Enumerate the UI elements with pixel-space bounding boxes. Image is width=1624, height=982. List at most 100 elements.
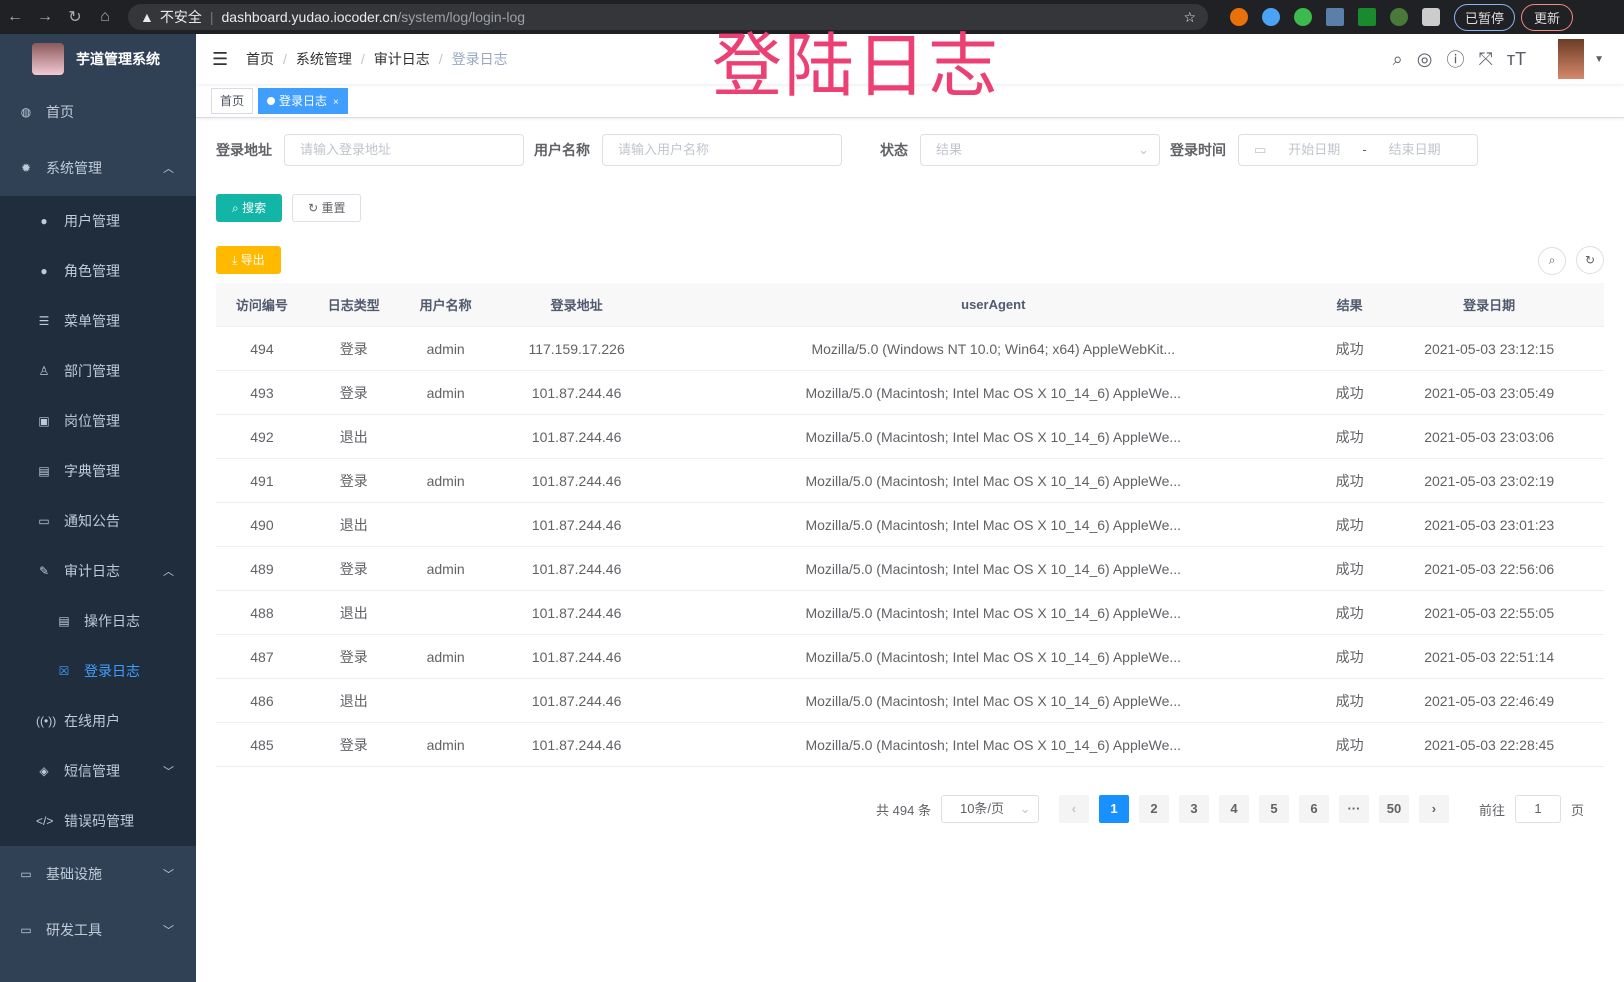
table-row[interactable]: 492 退出 101.87.244.46 Mozilla/5.0 (Macintosh… [216,414,1604,459]
table-cell: 2021-05-03 22:51:14 [1374,634,1604,679]
address-bar[interactable]: ▲ 不安全 | dashboard.yudao.iocoder.cn/syste… [128,4,1208,30]
sidebar-item-user[interactable]: ● 用户管理 [0,196,196,246]
page-button[interactable]: 6 [1298,795,1329,823]
table-cell: Mozilla/5.0 (Windows NT 10.0; Win64; x64… [661,326,1325,371]
table-cell: 2021-05-03 23:01:23 [1374,502,1604,547]
search-button[interactable]: ⌕ 搜索 [216,194,283,222]
reset-button[interactable]: ↻ 重置 [292,194,362,222]
sidebar-item-system[interactable]: ✹ 系统管理 ︿ [0,140,196,196]
button-label: 导出 [240,253,265,268]
home-icon[interactable]: ⌂ [100,8,110,25]
breadcrumb-item[interactable]: 首页 [246,51,274,67]
gear-icon: ✹ [20,161,32,175]
next-page-button[interactable]: › [1418,795,1449,823]
extension-icon[interactable] [1262,8,1280,26]
goto-label: 前往 [1478,802,1505,818]
question-icon[interactable]: ⓘ [1446,50,1465,70]
reload-icon[interactable]: ↻ [68,9,82,26]
page-button[interactable]: 3 [1178,795,1209,823]
sidebar-item-dict[interactable]: ▤ 字典管理 [0,446,196,496]
sidebar-item-dept[interactable]: ♙ 部门管理 [0,346,196,396]
extension-icon[interactable] [1390,8,1408,26]
prev-page-button[interactable]: ‹ [1058,795,1089,823]
puzzle-icon[interactable] [1422,8,1440,26]
sidebar-item-online[interactable]: ((•)) 在线用户 [0,696,196,746]
sidebar-item-sms[interactable]: ◈ 短信管理 ﹀ [0,746,196,796]
search-icon[interactable]: ⌕ [1392,48,1403,69]
table-cell: 退出 [307,414,400,459]
caret-down-icon[interactable]: ▼ [1594,53,1604,65]
page-button[interactable]: ··· [1338,795,1369,823]
goto-page-input[interactable]: 1 [1514,795,1561,823]
page-button[interactable]: 1 [1098,795,1129,823]
status-select[interactable]: 结果 ⌄ [920,134,1160,166]
extension-icon[interactable] [1358,8,1376,26]
table-row[interactable]: 493 登录 admin 101.87.244.46 Mozilla/5.0 (Maci… [216,370,1604,415]
browser-toolbar: ← → ↻ ⌂ ▲ 不安全 | dashboard.yudao.iocoder.… [0,0,1624,34]
table-cell: 成功 [1324,502,1375,547]
sidebar-item-label: 基础设施 [46,866,102,882]
hamburger-icon[interactable]: ☰ [212,48,229,69]
back-icon[interactable]: ← [7,8,23,25]
fullscreen-icon[interactable]: ⤧ [1478,48,1493,69]
address-input[interactable]: 请输入登录地址 [284,134,524,166]
avatar[interactable] [1558,39,1585,79]
export-button[interactable]: ⤓ 导出 [216,246,281,275]
font-size-icon[interactable]: тT [1506,48,1527,69]
start-date[interactable]: 开始日期 [1288,142,1341,157]
sidebar-item-home[interactable]: ◍ 首页 [0,84,196,140]
github-icon[interactable]: ◎ [1416,48,1433,69]
extension-icon[interactable] [1230,8,1248,26]
profile-button[interactable]: 已暂停 [1454,3,1516,31]
sidebar-logo[interactable]: 芋道管理系统 [0,34,196,84]
url-host: dashboard.yudao.iocoder.cn [221,9,398,25]
table-row[interactable]: 491 登录 admin 101.87.244.46 Mozilla/5.0 (Maci… [216,458,1604,503]
sidebar-item-role[interactable]: ● 角色管理 [0,246,196,296]
sidebar-item-infra[interactable]: ▭ 基础设施 ﹀ [0,846,196,902]
sidebar-item-post[interactable]: ▣ 岗位管理 [0,396,196,446]
extension-icon[interactable] [1326,8,1344,26]
chevron-down-icon: ﹀ [163,925,174,937]
extensions [1230,8,1440,26]
bookmark-star-icon[interactable]: ☆ [1183,8,1196,25]
online-icon: ((•)) [36,714,57,728]
sidebar-item-operate-log[interactable]: ▤ 操作日志 [0,596,196,646]
username-input[interactable]: 请输入用户名称 [602,134,842,166]
page-button[interactable]: 2 [1138,795,1169,823]
sidebar-item-audit-log[interactable]: ✎ 审计日志 ︿ [0,546,196,596]
pagination: 共 494 条 10条/页 ⌄ ‹ 1 2 3 4 5 6 ··· 50 › 前往 1 页 [216,795,1604,823]
page-button[interactable]: 50 [1378,795,1409,823]
table-cell [399,502,492,547]
overlay-title: 登陆日志 [712,25,1000,107]
tag-home[interactable]: 首页 [211,87,254,114]
extension-icon[interactable] [1294,8,1312,26]
table-row[interactable]: 487 登录 admin 101.87.244.46 Mozilla/5.0 (Maci… [216,634,1604,679]
sidebar-item-menu[interactable]: ☰ 菜单管理 [0,296,196,346]
table-cell: 2021-05-03 22:46:49 [1374,678,1604,723]
shield-icon: ◈ [39,764,49,778]
page-button[interactable]: 5 [1258,795,1289,823]
end-date[interactable]: 结束日期 [1388,142,1441,157]
time-label: 登录时间 [1170,142,1226,158]
date-range-picker[interactable]: ▭ 开始日期 - 结束日期 [1238,134,1478,166]
table-row[interactable]: 494 登录 admin 117.159.17.226 Mozilla/5.0 (Win… [216,326,1604,371]
close-icon[interactable]: × [333,96,339,108]
sidebar-item-tool[interactable]: ▭ 研发工具 ﹀ [0,902,196,958]
page-button[interactable]: 4 [1218,795,1249,823]
table-row[interactable]: 488 退出 101.87.244.46 Mozilla/5.0 (Macintosh… [216,590,1604,635]
sidebar-item-login-log[interactable]: ☒ 登录日志 [0,646,196,696]
tag-login-log[interactable]: 登录日志 × [258,87,348,114]
refresh-icon[interactable]: ↻ [1576,246,1604,274]
page-size-select[interactable]: 10条/页 ⌄ [940,795,1039,823]
search-toggle-icon[interactable]: ⌕ [1538,246,1566,275]
forward-icon[interactable]: → [37,8,53,25]
table-row[interactable]: 490 退出 101.87.244.46 Mozilla/5.0 (Macintosh… [216,502,1604,547]
table-row[interactable]: 489 登录 admin 101.87.244.46 Mozilla/5.0 (Maci… [216,546,1604,591]
table-row[interactable]: 486 退出 101.87.244.46 Mozilla/5.0 (Macintosh… [216,678,1604,723]
sidebar-item-error-code[interactable]: </> 错误码管理 [0,796,196,846]
table-cell: 2021-05-03 23:05:49 [1374,370,1604,415]
update-button[interactable]: 更新 [1521,3,1574,31]
table-row[interactable]: 485 登录 admin 101.87.244.46 Mozilla/5.0 (Maci… [216,722,1604,767]
table-cell: 成功 [1324,590,1375,635]
sidebar-item-notice[interactable]: ▭ 通知公告 [0,496,196,546]
